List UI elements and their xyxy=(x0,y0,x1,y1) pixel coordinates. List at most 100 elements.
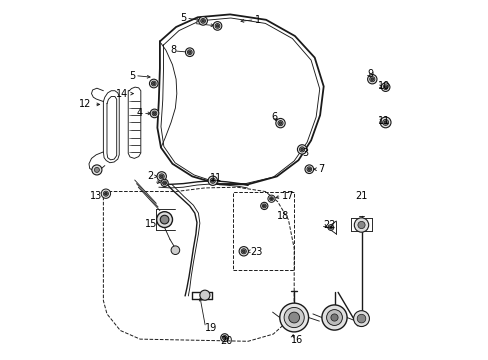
Circle shape xyxy=(367,75,376,84)
Text: 10: 10 xyxy=(378,81,390,91)
Circle shape xyxy=(279,303,308,332)
Circle shape xyxy=(213,22,222,30)
Circle shape xyxy=(241,249,246,254)
Circle shape xyxy=(163,182,165,184)
Circle shape xyxy=(222,336,226,340)
Circle shape xyxy=(208,176,217,185)
Text: 12: 12 xyxy=(79,99,91,109)
Text: 14: 14 xyxy=(116,89,128,99)
Circle shape xyxy=(161,179,168,186)
Text: 13: 13 xyxy=(90,191,102,201)
Text: 23: 23 xyxy=(249,247,262,257)
Circle shape xyxy=(242,250,244,253)
Circle shape xyxy=(263,205,265,207)
Circle shape xyxy=(382,120,388,125)
Text: 5: 5 xyxy=(180,13,186,23)
Circle shape xyxy=(269,197,273,201)
Circle shape xyxy=(357,221,365,229)
Circle shape xyxy=(275,118,285,128)
Circle shape xyxy=(216,25,218,27)
Text: 9: 9 xyxy=(366,69,372,79)
Text: 18: 18 xyxy=(276,211,288,221)
Circle shape xyxy=(383,121,386,124)
Circle shape xyxy=(284,307,304,328)
Circle shape xyxy=(328,226,332,229)
Circle shape xyxy=(307,168,310,170)
Circle shape xyxy=(152,82,155,85)
Circle shape xyxy=(277,121,283,126)
Circle shape xyxy=(288,312,299,323)
Text: 20: 20 xyxy=(220,336,232,346)
Text: 11: 11 xyxy=(377,116,389,126)
Circle shape xyxy=(306,167,311,172)
Text: 6: 6 xyxy=(270,112,277,122)
Circle shape xyxy=(104,192,107,195)
Circle shape xyxy=(329,227,331,228)
Circle shape xyxy=(381,83,389,91)
Circle shape xyxy=(199,17,207,25)
Text: 8: 8 xyxy=(170,45,177,55)
Text: 5: 5 xyxy=(128,71,135,81)
Circle shape xyxy=(156,212,172,228)
Circle shape xyxy=(185,48,194,57)
Circle shape xyxy=(305,165,313,174)
Circle shape xyxy=(94,167,99,172)
Circle shape xyxy=(202,20,204,22)
Circle shape xyxy=(321,305,346,330)
Circle shape xyxy=(270,198,272,200)
Circle shape xyxy=(210,178,215,183)
Circle shape xyxy=(215,23,220,28)
Circle shape xyxy=(163,181,166,185)
Circle shape xyxy=(171,246,179,255)
Circle shape xyxy=(153,112,155,114)
Circle shape xyxy=(369,77,374,82)
Text: 4: 4 xyxy=(137,108,142,118)
Circle shape xyxy=(152,111,157,116)
Circle shape xyxy=(151,81,156,86)
Circle shape xyxy=(160,215,168,224)
Circle shape xyxy=(160,175,163,178)
Circle shape xyxy=(159,174,164,179)
Circle shape xyxy=(299,147,304,152)
Text: 19: 19 xyxy=(204,323,217,333)
Text: 11: 11 xyxy=(210,173,222,183)
Circle shape xyxy=(383,85,387,90)
Circle shape xyxy=(326,310,342,325)
Text: 3: 3 xyxy=(302,148,307,158)
Circle shape xyxy=(267,195,275,202)
Text: 21: 21 xyxy=(355,191,367,201)
Circle shape xyxy=(300,148,303,151)
Circle shape xyxy=(200,18,205,23)
Circle shape xyxy=(353,311,368,327)
Circle shape xyxy=(149,79,158,88)
Circle shape xyxy=(187,50,192,55)
Circle shape xyxy=(262,204,266,208)
Circle shape xyxy=(330,314,337,321)
Circle shape xyxy=(150,109,159,118)
Circle shape xyxy=(370,78,373,81)
Text: 16: 16 xyxy=(291,335,303,345)
Circle shape xyxy=(220,334,228,342)
Circle shape xyxy=(211,179,214,182)
Circle shape xyxy=(101,189,110,198)
Circle shape xyxy=(188,51,191,53)
Text: 15: 15 xyxy=(145,219,157,229)
Text: 7: 7 xyxy=(318,164,324,174)
Circle shape xyxy=(239,247,248,256)
Circle shape xyxy=(356,314,365,323)
Circle shape xyxy=(223,337,225,339)
Text: 17: 17 xyxy=(281,191,293,201)
Circle shape xyxy=(354,218,368,232)
Circle shape xyxy=(297,145,306,154)
Text: 2: 2 xyxy=(147,171,153,181)
Circle shape xyxy=(279,122,281,125)
Circle shape xyxy=(92,165,102,175)
Circle shape xyxy=(200,290,209,300)
Text: 1: 1 xyxy=(255,15,261,25)
Circle shape xyxy=(103,191,108,196)
Text: 22: 22 xyxy=(322,220,335,230)
Circle shape xyxy=(384,86,386,88)
Circle shape xyxy=(157,172,166,181)
Circle shape xyxy=(260,202,267,210)
Circle shape xyxy=(327,225,333,230)
